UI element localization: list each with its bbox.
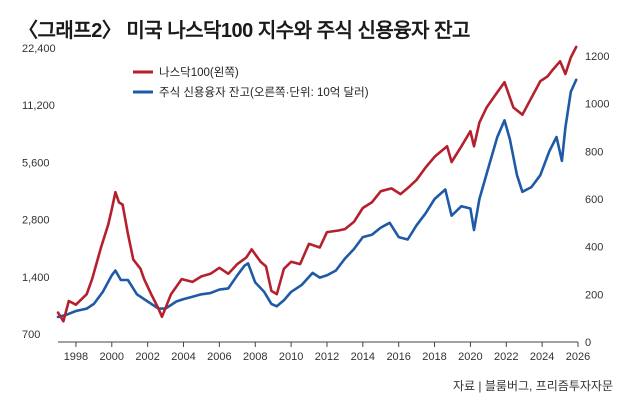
- y-right-tick-label: 600: [585, 194, 603, 206]
- chart-series: [56, 45, 578, 323]
- x-tick-label: 2022: [494, 351, 518, 363]
- x-tick-label: 2006: [207, 351, 231, 363]
- x-tick-label: 2004: [171, 351, 195, 363]
- y-right-tick-label: 800: [585, 146, 603, 158]
- margin-balance-line: [56, 78, 578, 319]
- y-left-tick-label: 11,200: [22, 100, 55, 112]
- x-tick-label: 1998: [64, 351, 88, 363]
- y-right-tick-label: 400: [585, 242, 603, 254]
- y-right-tick-label: 0: [585, 337, 591, 349]
- legend-label-margin: 주식 신용융자 잔고(오른쪽·단위: 10억 달러): [159, 85, 369, 99]
- chart-axes: 1998 2000 2002 2004 2006 2008 2010 2012 2014 2016…: [22, 43, 609, 363]
- chart-legend: 나스닥100(왼쪽) 주식 신용융자 잔고(오른쪽·단위: 10억 달러): [133, 65, 369, 99]
- y-left-tick-label: 700: [22, 329, 40, 341]
- chart-title: 〈그래프2〉 미국 나스닥100 지수와 주식 신용융자 잔고: [18, 20, 470, 42]
- y-left-tick-label: 2,800: [22, 215, 50, 227]
- y-left-tick-label: 5,600: [22, 157, 50, 169]
- x-tick-label: 2014: [351, 351, 375, 363]
- nasdaq-line: [56, 45, 578, 323]
- x-tick-label: 2020: [458, 351, 482, 363]
- legend-label-nasdaq: 나스닥100(왼쪽): [159, 65, 239, 79]
- x-tick-label: 2010: [279, 351, 303, 363]
- x-tick-label: 2012: [315, 351, 339, 363]
- source-note: 자료 | 블룸버그, 프리즘투자자문: [453, 379, 613, 393]
- x-tick-label: 2008: [243, 351, 267, 363]
- x-tick-label: 2000: [100, 351, 124, 363]
- y-left-tick-label: 22,400: [22, 43, 56, 55]
- y-left-tick-label: 1,400: [22, 272, 50, 284]
- x-tick-label: 2024: [530, 351, 554, 363]
- y-right-tick-label: 200: [585, 289, 603, 301]
- y-right-tick-label: 1200: [585, 51, 609, 63]
- x-tick-label: 2026: [566, 351, 590, 363]
- x-tick-label: 2018: [422, 351, 446, 363]
- x-tick-label: 2016: [386, 351, 410, 363]
- y-right-tick-label: 1000: [585, 99, 609, 111]
- x-tick-label: 2002: [135, 351, 159, 363]
